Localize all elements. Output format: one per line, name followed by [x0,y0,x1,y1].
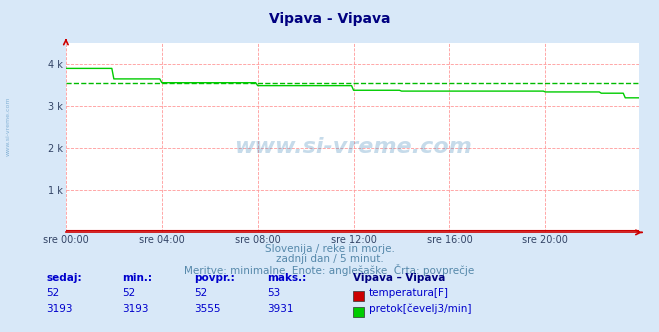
Text: 3931: 3931 [267,304,293,314]
Text: Vipava - Vipava: Vipava - Vipava [269,12,390,26]
Text: sedaj:: sedaj: [46,273,82,283]
Text: povpr.:: povpr.: [194,273,235,283]
Text: www.si-vreme.com: www.si-vreme.com [5,96,11,156]
Text: 53: 53 [267,288,280,298]
Text: min.:: min.: [122,273,152,283]
Text: maks.:: maks.: [267,273,306,283]
Text: zadnji dan / 5 minut.: zadnji dan / 5 minut. [275,254,384,264]
Text: Slovenija / reke in morje.: Slovenija / reke in morje. [264,244,395,254]
Text: 52: 52 [194,288,208,298]
Text: pretok[čevelj3/min]: pretok[čevelj3/min] [369,303,472,314]
Text: 52: 52 [122,288,135,298]
Text: Vipava – Vipava: Vipava – Vipava [353,273,445,283]
Text: 3193: 3193 [122,304,148,314]
Text: 3555: 3555 [194,304,221,314]
Text: www.si-vreme.com: www.si-vreme.com [234,137,471,157]
Text: 3193: 3193 [46,304,72,314]
Text: temperatura[F]: temperatura[F] [369,288,449,298]
Text: Meritve: minimalne  Enote: anglešaške  Črta: povprečje: Meritve: minimalne Enote: anglešaške Črt… [185,264,474,276]
Text: 52: 52 [46,288,59,298]
